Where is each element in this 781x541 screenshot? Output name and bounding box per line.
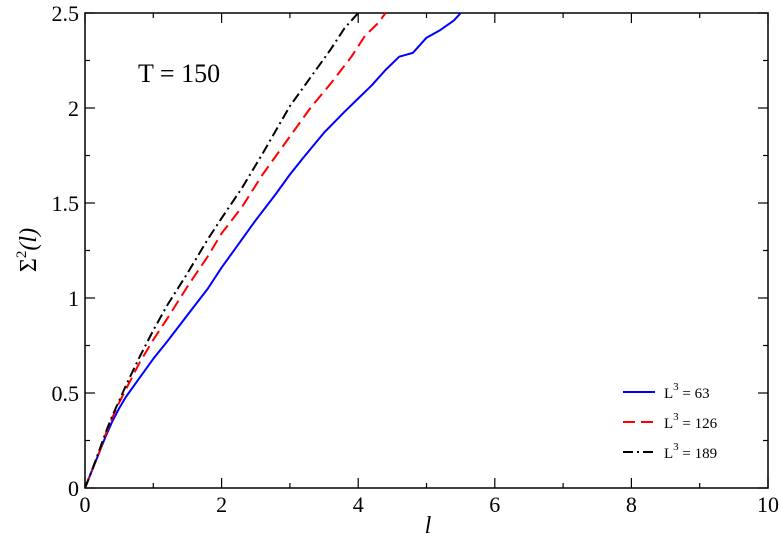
legend-label-189-sup: 3 <box>673 441 679 453</box>
legend-entry-126: L3 = 126 <box>623 411 718 432</box>
svg-text:L3 = 126: L3 = 126 <box>664 411 718 432</box>
y-axis-label-arg: (l) <box>16 228 42 251</box>
x-tick-label: 10 <box>757 492 779 517</box>
legend: L3 = 63 L3 = 126 L3 = 189 <box>623 381 718 462</box>
legend-label-126-sup: 3 <box>673 411 679 423</box>
legend-label-63-sup: 3 <box>673 381 679 393</box>
legend-label-189-base: L <box>664 446 673 462</box>
y-tick-label: 1 <box>68 286 79 311</box>
x-tick-label: 8 <box>626 492 637 517</box>
legend-label-63-base: L <box>664 386 673 402</box>
axis-ticks: 0 2 4 6 8 10 0 0.5 1 1.5 2 2.5 <box>52 1 780 517</box>
x-axis-label: l <box>425 513 432 539</box>
legend-label-189-rest: = 189 <box>679 446 717 462</box>
y-tick-label: 2 <box>68 96 79 121</box>
svg-text:L3 = 63: L3 = 63 <box>664 381 710 402</box>
x-tick-label: 4 <box>353 492 364 517</box>
series-line-0 <box>84 12 462 489</box>
series-layer <box>84 12 462 489</box>
svg-text:L3 = 189: L3 = 189 <box>664 441 717 462</box>
y-tick-label: 1.5 <box>52 191 80 216</box>
legend-entry-63: L3 = 63 <box>623 381 710 402</box>
x-tick-label: 6 <box>489 492 500 517</box>
y-tick-label: 0.5 <box>52 381 80 406</box>
x-tick-label: 0 <box>80 492 91 517</box>
series-line-2 <box>84 12 359 489</box>
x-tick-label: 2 <box>216 492 227 517</box>
legend-label-126-base: L <box>664 416 673 432</box>
y-axis-label: Σ2(l) <box>14 228 42 272</box>
temperature-annotation: T = 150 <box>138 59 220 88</box>
y-tick-label: 2.5 <box>52 1 80 26</box>
y-axis-label-sup: 2 <box>14 251 30 259</box>
y-tick-label: 0 <box>68 476 79 501</box>
series-line-1 <box>84 12 387 489</box>
legend-entry-189: L3 = 189 <box>623 441 717 462</box>
y-axis-label-base: Σ <box>16 258 42 272</box>
legend-label-126-rest: = 126 <box>679 416 718 432</box>
legend-label-63-rest: = 63 <box>679 386 710 402</box>
